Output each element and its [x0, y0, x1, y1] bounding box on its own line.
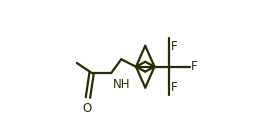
Text: F: F: [191, 60, 197, 73]
Text: F: F: [171, 40, 177, 53]
Text: F: F: [171, 81, 177, 94]
Text: NH: NH: [113, 78, 130, 91]
Text: O: O: [82, 102, 91, 115]
